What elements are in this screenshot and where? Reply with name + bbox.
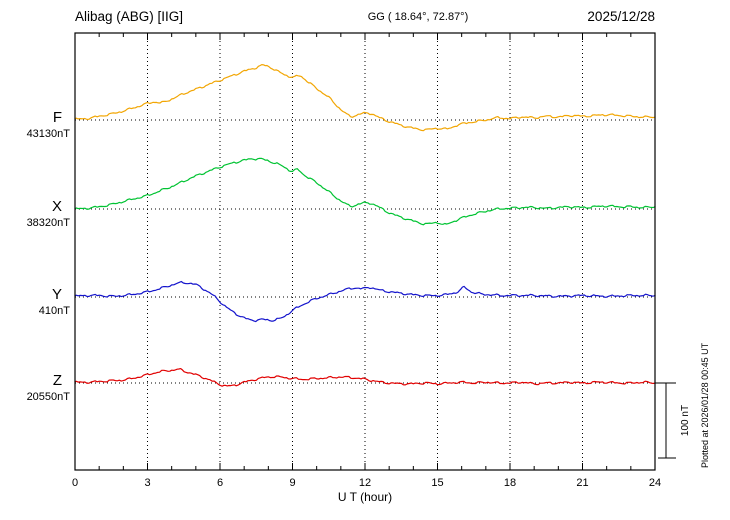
tick-layer: 0 3 6 9 12 15 18 21 24 (72, 33, 661, 489)
channel-label-Y: Y (52, 286, 62, 303)
channel-baseline-value-F: 43130nT (27, 128, 71, 140)
channel-label-F: F (53, 109, 62, 126)
plotted-at-note: Plotted at 2026/01/28 00:45 UT (700, 342, 710, 468)
channel-baseline-value-Y: 410nT (39, 305, 70, 317)
channel-labels: F 43130nT X 38320nT Y 410nT Z 20550nT (27, 109, 71, 403)
x-tick-label: 21 (576, 477, 588, 489)
x-tick-label: 3 (144, 477, 150, 489)
x-axis-title: U T (hour) (338, 490, 392, 504)
trace-X (74, 157, 656, 226)
x-tick-label: 15 (431, 477, 443, 489)
x-tick-label: 24 (649, 477, 661, 489)
x-tick-label: 9 (289, 477, 295, 489)
scale-bar-label: 100 nT (680, 405, 691, 436)
trace-F (74, 63, 656, 132)
trace-layer (74, 63, 656, 387)
station-title: Alibag (ABG) [IIG] (75, 9, 183, 24)
scale-bar: 100 nT (655, 382, 691, 459)
channel-baseline-value-X: 38320nT (27, 217, 71, 229)
x-tick-label: 18 (504, 477, 516, 489)
plot-date: 2025/12/28 (587, 9, 655, 24)
x-tick-label: 12 (359, 477, 371, 489)
channel-label-X: X (52, 198, 62, 215)
grid-layer (75, 33, 655, 470)
geographic-coords: GG ( 18.64°, 72.87°) (368, 11, 469, 23)
channel-label-Z: Z (53, 372, 62, 389)
x-tick-label: 6 (217, 477, 223, 489)
trace-Z (74, 368, 656, 387)
x-tick-label: 0 (72, 477, 78, 489)
channel-baseline-value-Z: 20550nT (27, 391, 71, 403)
trace-Y (74, 280, 656, 323)
plot-frame (74, 32, 656, 471)
